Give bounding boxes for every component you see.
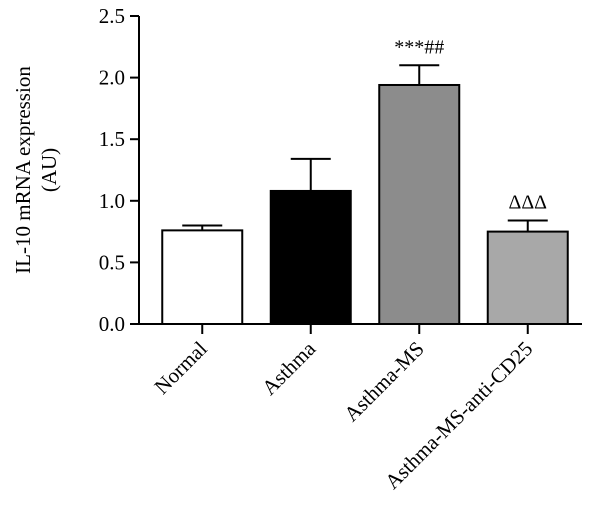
y-axis-title-line-2: (AU) [37, 148, 61, 192]
bars [161, 83, 569, 326]
significance-label: ***## [394, 36, 444, 58]
x-axis [138, 323, 582, 334]
y-tick-label: 1.0 [99, 189, 125, 213]
y-tick-label: 2.5 [99, 4, 125, 28]
significance-annotations: ***## ΔΔΔ [394, 36, 547, 213]
bar-asthma [269, 189, 352, 325]
category-label: Asthma-MS [339, 337, 429, 427]
error-bars [182, 64, 548, 232]
y-tick-label: 0.5 [99, 250, 125, 274]
significance-label: ΔΔΔ [508, 192, 547, 214]
bar-asthma-ms [378, 83, 461, 325]
category-label: Asthma [257, 336, 321, 400]
bar-asthma-ms-anti-cd25 [486, 230, 569, 326]
y-axis-title-line-1: IL-10 mRNA expression [11, 66, 35, 274]
y-tick-label: 1.5 [99, 127, 125, 151]
y-tick-label: 2.0 [99, 66, 125, 90]
y-axis-title: IL-10 mRNA expression (AU) [11, 66, 61, 274]
y-tick-label: 0.0 [99, 312, 125, 336]
category-label: Normal [149, 336, 211, 398]
y-axis: 0.0 0.5 1.0 1.5 2.0 2.5 [99, 4, 140, 336]
bar-normal [161, 229, 244, 325]
